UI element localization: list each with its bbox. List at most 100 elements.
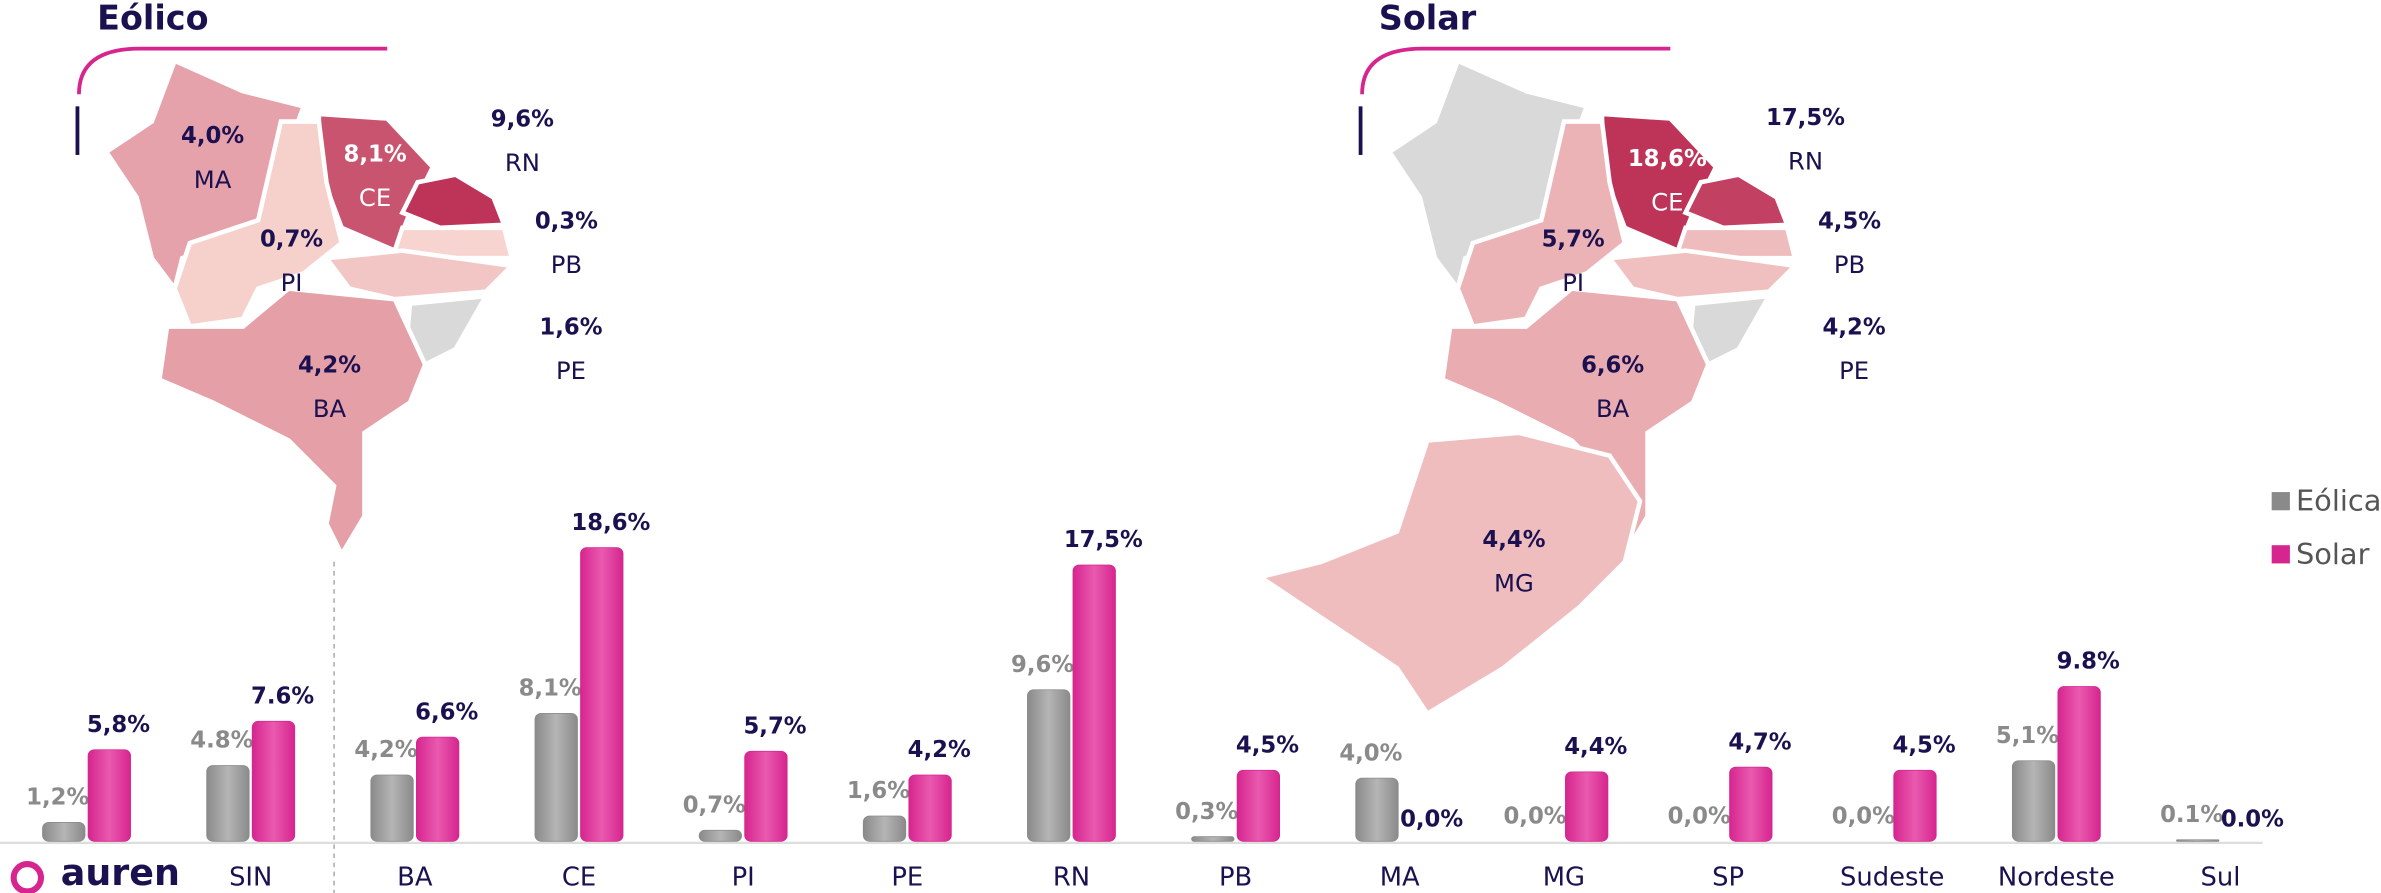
bar — [1565, 771, 1609, 842]
map-state-label: PE — [556, 356, 586, 385]
data-label: 4,2% — [354, 737, 417, 763]
data-label: 5,8% — [87, 712, 150, 738]
map-region — [156, 286, 428, 560]
legend-label: Solar — [2296, 537, 2370, 571]
data-label: 0,0% — [1503, 804, 1566, 830]
data-label: 0.0% — [2221, 807, 2284, 833]
map-state-label: RN — [1788, 147, 1823, 176]
map-value-label: 4,2% — [298, 353, 361, 379]
x-tick-label: PI — [732, 862, 755, 892]
map-region — [172, 119, 345, 330]
bar — [206, 765, 250, 842]
bar — [1893, 769, 1937, 842]
x-tick-label: Nordeste — [1998, 862, 2115, 892]
bar — [1729, 766, 1773, 842]
map-state-label: PE — [1839, 356, 1869, 385]
legend-label: Eólica — [2296, 484, 2381, 518]
data-label: 0,0% — [1668, 804, 1731, 830]
bar — [1027, 689, 1071, 842]
data-label: 0,7% — [683, 792, 746, 818]
bar — [415, 736, 460, 842]
map-region — [1440, 286, 1711, 560]
logo-icon — [10, 861, 45, 893]
map-region — [1455, 119, 1628, 330]
data-label: 4,4% — [1564, 734, 1627, 760]
map-title: Solar — [1379, 0, 1477, 37]
map-value-label: 0,3% — [535, 208, 598, 234]
bar — [908, 774, 952, 842]
x-tick-label: Sudeste — [1840, 862, 1944, 892]
map-value-label: 4,0% — [181, 123, 244, 149]
data-label: 8,1% — [519, 676, 582, 702]
map-value-label: 0,7% — [260, 226, 323, 252]
map-value-label: 8,1% — [343, 141, 406, 167]
data-label: 0,0% — [1832, 804, 1895, 830]
bar — [698, 829, 743, 842]
map-value-label: 1,6% — [539, 315, 602, 341]
bar — [2176, 839, 2220, 842]
map-state-label: CE — [359, 183, 391, 212]
map-value-label: 4,2% — [1823, 315, 1886, 341]
map-state-label: MA — [194, 165, 232, 194]
x-tick-label: BA — [397, 862, 433, 892]
bar — [1072, 564, 1116, 842]
x-tick-label: MA — [1380, 862, 1420, 892]
bar — [42, 821, 86, 842]
logo: auren — [61, 851, 180, 893]
data-label: 9,6% — [1011, 652, 1074, 678]
data-label: 4,7% — [1728, 729, 1791, 755]
bar — [370, 774, 414, 842]
data-label: 17,5% — [1064, 527, 1143, 553]
data-label: 0,0% — [1400, 807, 1463, 833]
data-label: 4,2% — [908, 737, 971, 763]
map-state-label: PB — [1834, 250, 1865, 279]
data-label: 0,3% — [1175, 799, 1238, 825]
map-value-label: 5,7% — [1542, 226, 1605, 252]
data-label: 5,1% — [1996, 723, 2059, 749]
data-label: 9.8% — [2057, 649, 2120, 675]
map-title: Eólico — [97, 0, 208, 37]
x-tick-label: PE — [891, 862, 923, 892]
map-region — [322, 248, 517, 302]
data-label: 6,6% — [415, 699, 478, 725]
x-tick-label: RN — [1053, 862, 1090, 892]
map-state-label: BA — [1596, 394, 1630, 423]
map-value-label: 9,6% — [491, 107, 554, 133]
data-label: 5,7% — [743, 713, 806, 739]
bar — [2057, 686, 2101, 842]
x-tick-label: CE — [562, 862, 596, 892]
map-region — [1674, 225, 1798, 261]
x-tick-label: SIN — [229, 862, 272, 892]
bar — [534, 713, 578, 842]
map-region — [1682, 172, 1791, 231]
data-label: 7.6% — [251, 683, 314, 709]
map-region — [399, 172, 508, 231]
data-label: 1,6% — [847, 778, 910, 804]
map-value-label: 18,6% — [1628, 146, 1707, 172]
accent-arc — [77, 46, 388, 95]
bar — [87, 749, 131, 842]
map-region — [391, 225, 515, 261]
map-value-label: 17,5% — [1766, 105, 1845, 131]
data-label: 4.8% — [190, 728, 253, 754]
bar — [2011, 760, 2056, 842]
map-state-label: PI — [281, 268, 303, 297]
map-value-label: 6,6% — [1581, 353, 1644, 379]
bar — [1355, 777, 1399, 842]
x-tick-label: MG — [1543, 862, 1585, 892]
map-state-label: PI — [1562, 268, 1584, 297]
data-label: 18,6% — [571, 510, 650, 536]
x-tick-label: Sul — [2201, 862, 2241, 892]
accent-arc — [1360, 46, 1671, 95]
data-label: 0.1% — [2160, 802, 2223, 828]
map-state-label: RN — [505, 148, 540, 177]
data-label: 4,5% — [1236, 732, 1299, 758]
legend-swatch — [2271, 492, 2290, 511]
bar — [1236, 769, 1281, 842]
map-region — [1605, 248, 1800, 302]
bar — [580, 547, 624, 842]
x-tick-label: PB — [1219, 862, 1252, 892]
map-state-label: BA — [313, 394, 347, 423]
